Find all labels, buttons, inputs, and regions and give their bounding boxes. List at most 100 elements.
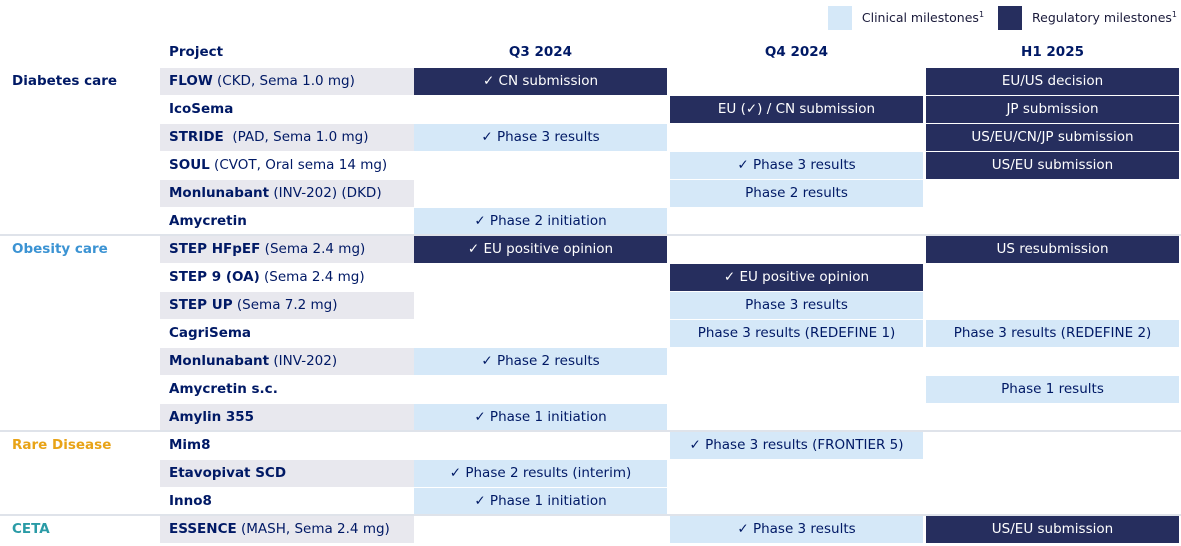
table-row: Amylin 355 ✓ Phase 1 initiation [0, 404, 1181, 431]
clinical-milestone: ✓ Phase 1 initiation [414, 404, 667, 431]
project-name: CagriSema [160, 320, 414, 347]
category-label: Rare Disease [12, 437, 112, 453]
project-detail: (CKD, Sema 1.0 mg) [212, 73, 355, 89]
regulatory-milestone: ✓ EU positive opinion [414, 236, 667, 263]
project-name: FLOW (CKD, Sema 1.0 mg) [160, 68, 414, 95]
project-detail: (MASH, Sema 2.4 mg) [236, 521, 390, 537]
table-row: Diabetes care FLOW (CKD, Sema 1.0 mg) ✓ CN… [0, 68, 1181, 95]
project-name: Amycretin s.c. [160, 376, 414, 403]
regulatory-milestone: US/EU/CN/JP submission [926, 124, 1179, 151]
legend-clinical: Clinical milestones1 [827, 6, 985, 30]
table-row: Etavopivat SCD ✓ Phase 2 results (interim… [0, 460, 1181, 487]
project-name: ESSENCE (MASH, Sema 2.4 mg) [160, 516, 414, 543]
legend: Clinical milestones1 Regulatory mileston… [827, 6, 1177, 30]
project-name: Amycretin [160, 208, 414, 235]
project-name: Inno8 [160, 488, 414, 515]
project-detail: (Sema 2.4 mg) [260, 241, 366, 257]
project-name: STRIDE (PAD, Sema 1.0 mg) [160, 124, 414, 151]
project-title: Amylin 355 [169, 409, 255, 425]
project-title: SOUL [169, 157, 210, 173]
category-label: Diabetes care [12, 73, 118, 89]
project-name: Amylin 355 [160, 404, 414, 431]
header-q3-2024: Q3 2024 [508, 44, 573, 60]
project-title: Inno8 [169, 493, 212, 509]
clinical-swatch [827, 6, 852, 30]
project-title: Etavopivat SCD [169, 465, 287, 481]
table-row: CETA ESSENCE (MASH, Sema 2.4 mg) ✓ Phase 3… [0, 516, 1181, 543]
project-title: Monlunabant [169, 185, 270, 201]
regulatory-milestone: ✓ EU positive opinion [670, 264, 923, 291]
project-name: Monlunabant (INV-202) (DKD) [160, 180, 414, 207]
regulatory-milestone: US resubmission [926, 236, 1179, 263]
header-q4-2024: Q4 2024 [764, 44, 829, 60]
project-detail: (INV-202) (DKD) [269, 185, 382, 201]
clinical-milestone: ✓ Phase 2 results (interim) [414, 460, 667, 487]
project-name: Monlunabant (INV-202) [160, 348, 414, 375]
table-row: Rare Disease Mim8 ✓ Phase 3 results (FRONT… [0, 432, 1181, 459]
clinical-milestone: Phase 1 results [926, 376, 1179, 403]
table-row: IcoSema EU (✓) / CN submission JP submissi… [0, 96, 1181, 123]
project-title: FLOW [169, 73, 213, 89]
clinical-milestone: ✓ Phase 3 results [670, 152, 923, 179]
regulatory-milestone: US/EU submission [926, 152, 1179, 179]
clinical-milestone: ✓ Phase 1 initiation [414, 488, 667, 515]
table-row: SOUL (CVOT, Oral sema 14 mg) ✓ Phase 3 re… [0, 152, 1181, 179]
clinical-milestone: ✓ Phase 3 results (FRONTIER 5) [670, 432, 923, 459]
clinical-milestone: Phase 3 results (REDEFINE 2) [926, 320, 1179, 347]
table-row: Obesity care STEP HFpEF (Sema 2.4 mg) ✓ EU… [0, 236, 1181, 263]
table-row: Inno8 ✓ Phase 1 initiation [0, 488, 1181, 515]
clinical-milestone: Phase 3 results (REDEFINE 1) [670, 320, 923, 347]
regulatory-milestone: ✓ CN submission [414, 68, 667, 95]
clinical-label: Clinical milestones1 [861, 10, 985, 26]
category-label: CETA [12, 521, 50, 537]
project-name: STEP HFpEF (Sema 2.4 mg) [160, 236, 414, 263]
clinical-milestone: ✓ Phase 3 results [670, 516, 923, 543]
regulatory-milestone: EU/US decision [926, 68, 1179, 95]
clinical-milestone: Phase 3 results [670, 292, 923, 319]
project-title: STEP UP [169, 297, 233, 313]
project-name: Etavopivat SCD [160, 460, 414, 487]
table-row: STRIDE (PAD, Sema 1.0 mg) ✓ Phase 3 resul… [0, 124, 1181, 151]
header-h1-2025: H1 2025 [1021, 44, 1084, 60]
project-detail: (CVOT, Oral sema 14 mg) [209, 157, 388, 173]
legend-regulatory: Regulatory milestones1 [998, 6, 1177, 30]
clinical-milestone: Phase 2 results [670, 180, 923, 207]
project-title: STRIDE [169, 129, 224, 145]
project-title: STEP 9 (OA) [169, 269, 260, 285]
header-project: Project [169, 44, 224, 60]
table-row: Amycretin ✓ Phase 2 initiation [0, 208, 1181, 235]
project-detail: (PAD, Sema 1.0 mg) [223, 129, 369, 145]
regulatory-label: Regulatory milestones1 [1032, 10, 1177, 26]
regulatory-milestone: US/EU submission [926, 516, 1179, 543]
project-name: SOUL (CVOT, Oral sema 14 mg) [160, 152, 414, 179]
table-row: Monlunabant (INV-202) (DKD) Phase 2 resul… [0, 180, 1181, 207]
project-title: IcoSema [169, 101, 234, 117]
project-title: Monlunabant [169, 353, 270, 369]
project-title: Amycretin [169, 213, 247, 229]
project-detail: (Sema 2.4 mg) [259, 269, 365, 285]
section-divider [0, 430, 1181, 432]
regulatory-milestone: JP submission [926, 96, 1179, 123]
table-row: STEP UP (Sema 7.2 mg) Phase 3 results [0, 292, 1181, 319]
project-detail: (INV-202) [269, 353, 338, 369]
project-name: IcoSema [160, 96, 414, 123]
table-row: CagriSema Phase 3 results (REDEFINE 1) Pha… [0, 320, 1181, 347]
project-detail: (Sema 7.2 mg) [232, 297, 338, 313]
project-name: Mim8 [160, 432, 414, 459]
project-title: CagriSema [169, 325, 252, 341]
clinical-milestone: ✓ Phase 2 initiation [414, 208, 667, 235]
regulatory-milestone: EU (✓) / CN submission [670, 96, 923, 123]
table-row: Amycretin s.c. Phase 1 results [0, 376, 1181, 403]
section-divider [0, 234, 1181, 236]
clinical-milestone: ✓ Phase 2 results [414, 348, 667, 375]
table-row: STEP 9 (OA) (Sema 2.4 mg) ✓ EU positive o… [0, 264, 1181, 291]
clinical-milestone: ✓ Phase 3 results [414, 124, 667, 151]
project-title: Amycretin s.c. [169, 381, 278, 397]
table-row: Monlunabant (INV-202) ✓ Phase 2 results [0, 348, 1181, 375]
project-name: STEP UP (Sema 7.2 mg) [160, 292, 414, 319]
section-divider [0, 514, 1181, 516]
project-title: ESSENCE [169, 521, 237, 537]
project-title: Mim8 [169, 437, 211, 453]
regulatory-swatch [998, 6, 1023, 30]
category-label: Obesity care [12, 241, 108, 257]
